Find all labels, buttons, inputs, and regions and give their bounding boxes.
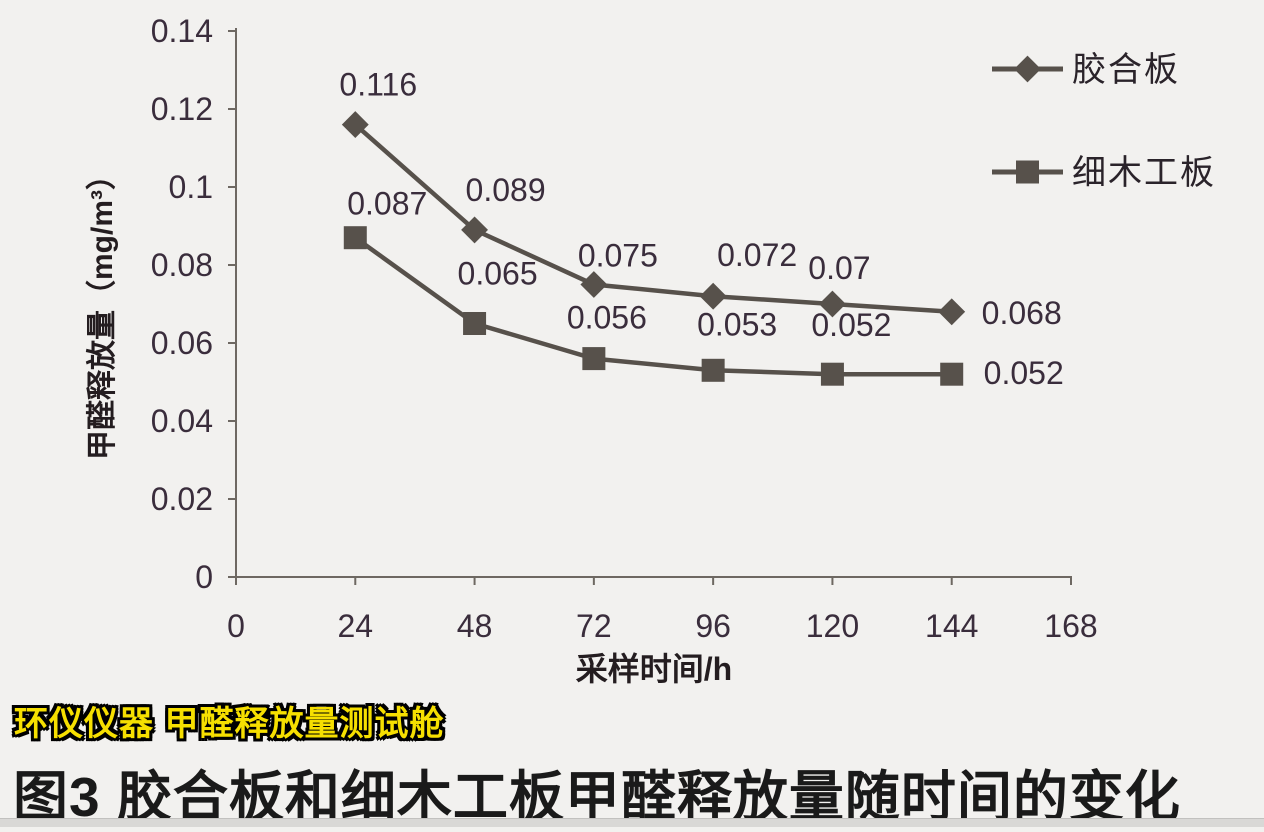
figure-caption: 图3 胶合板和细木工板甲醛释放量随时间的变化 [13,766,1181,828]
x-tick-label: 144 [925,608,978,644]
series-1-point-72h-diamond-icon [580,271,608,298]
series-2-point-72h-square-icon [582,347,606,371]
series-2-point-120h-square-icon [820,362,844,386]
series-2-point-24h-square-icon [343,226,367,250]
x-tick-label: 0 [227,608,245,644]
data-label: 0.072 [717,237,797,273]
series-2-line [353,235,952,377]
x-tick-label: 48 [457,608,493,644]
y-tick-label: 0.04 [151,403,213,439]
legend-label: 胶合板 [1072,51,1180,89]
scan-edge-strip [0,818,1264,827]
y-tick-label: 0.12 [151,91,213,127]
y-tick-label: 0.14 [151,13,213,49]
data-label: 0.087 [347,186,427,222]
series-2-point-96h-square-icon [701,358,725,382]
data-label: 0.075 [578,238,658,274]
x-tick-label: 24 [337,608,373,644]
legend-marker-diamond-icon [1014,55,1041,83]
legend-label: 细木工板 [1072,154,1216,192]
data-label: 0.116 [339,67,417,103]
data-label: 0.07 [808,250,870,286]
data-label: 0.089 [466,172,546,208]
data-label: 0.068 [982,295,1062,331]
data-label: 0.053 [697,306,777,342]
watermark-text: 环仪仪器 甲醛释放量测试舱 [14,705,445,743]
x-tick-label: 96 [695,608,731,644]
series-1-line [353,122,952,315]
y-tick-label: 0 [195,559,213,595]
legend-item-2 [992,160,1063,184]
x-tick-label: 72 [576,608,612,644]
y-axis-title: 甲醛释放量（mg/m³） [85,160,119,460]
y-tick-label: 0.1 [169,169,213,205]
legend-marker-square-icon [1016,160,1039,184]
legend-item-1 [992,55,1063,83]
series-2-group [343,226,964,386]
y-tick-label: 0.06 [151,325,213,361]
x-tick-label: 168 [1044,608,1097,644]
y-tick-label: 0.08 [151,247,213,283]
line-chart: 0 0.02 0.04 0.06 0.08 0.1 0.12 0.14 0 24 48 72 96 120… [85,13,1216,687]
x-tick-label: 120 [806,608,859,644]
data-label: 0.052 [811,307,891,343]
series-2-point-48h-square-icon [463,312,487,335]
data-label: 0.056 [567,300,647,336]
x-axis-title: 采样时间/h [576,651,732,687]
data-label: 0.065 [458,256,538,292]
y-tick-label: 0.02 [151,481,213,517]
series-2-point-144h-square-icon [940,362,964,386]
series-1-point-144h-diamond-icon [938,298,966,326]
data-label: 0.052 [984,355,1064,391]
